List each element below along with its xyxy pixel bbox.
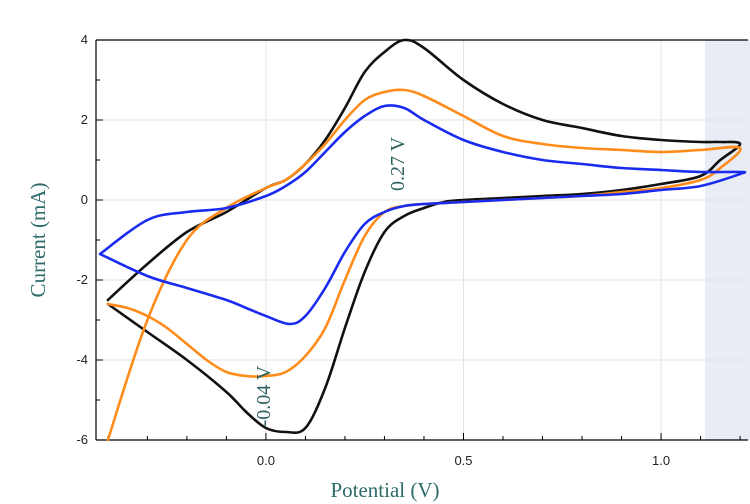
y-tick-label: -6 [76, 432, 88, 447]
axes: 4 2 0 -2 -4 -6 0.0 0.5 1.0 [76, 32, 748, 468]
series-group [98, 38, 747, 442]
x-axis-title: Potential (V) [330, 478, 439, 502]
y-axis-title: Current (mA) [26, 183, 50, 298]
y-tick-label: 0 [81, 192, 88, 207]
series-line-3 [98, 104, 747, 326]
y-tick-label: -4 [76, 352, 88, 367]
peak-annotation-1: 0.27 V [387, 136, 409, 191]
series-line-2 [106, 88, 742, 442]
x-tick-label: 0.5 [454, 453, 472, 468]
grid [96, 39, 748, 441]
y-tick-label: 2 [81, 112, 88, 127]
y-tick-label: -2 [76, 272, 88, 287]
right-edge-panel [705, 40, 750, 440]
series-line-1 [106, 38, 742, 435]
labels: 0.27 V -0.04 V [253, 136, 409, 426]
x-tick-label: 1.0 [652, 453, 670, 468]
peak-annotation-2: -0.04 V [253, 365, 275, 426]
y-tick-label: 4 [81, 32, 88, 47]
x-tick-label: 0.0 [257, 453, 275, 468]
